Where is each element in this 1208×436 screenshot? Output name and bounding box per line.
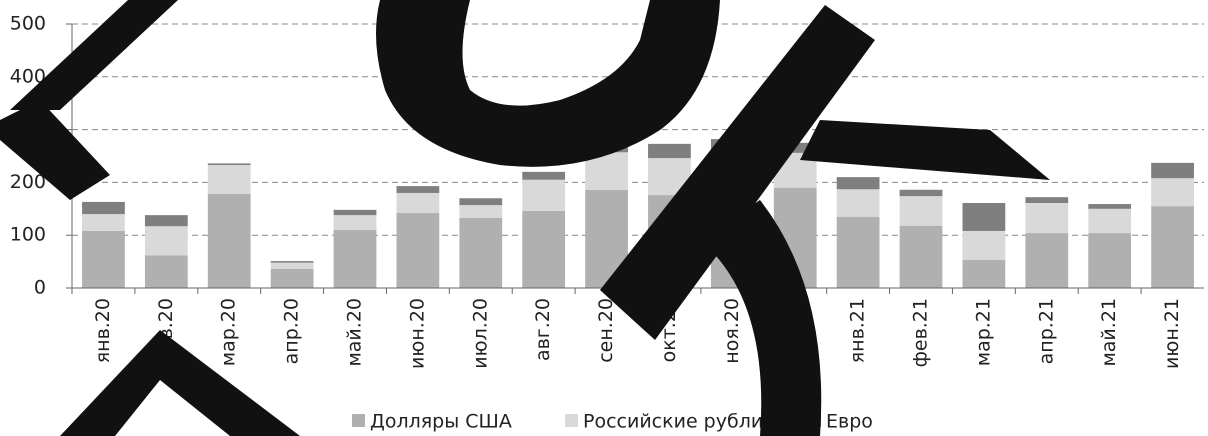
- bar-segment: [144, 215, 188, 227]
- bar-segment: [522, 210, 566, 288]
- legend-label: Долляры США: [370, 411, 512, 433]
- bar-segment: [1151, 178, 1194, 207]
- bar-segment: [82, 230, 125, 288]
- bar-segment: [459, 198, 503, 206]
- legend-swatch: [352, 414, 365, 427]
- plot: 0100200300400500янв.20фев.20мар.20апр.20…: [10, 13, 1204, 369]
- x-tick-label: янв.20: [92, 298, 114, 363]
- x-tick-label: авг.20: [532, 298, 554, 361]
- bar-segment: [1025, 202, 1069, 234]
- bar-segment: [396, 192, 440, 214]
- bar-segment: [899, 196, 943, 226]
- overlay-stroke: [60, 330, 300, 436]
- bar-segment: [333, 209, 377, 216]
- bar-segment: [333, 229, 377, 288]
- x-tick-label: май.20: [344, 298, 366, 367]
- y-tick-label: 200: [10, 171, 46, 193]
- bar-segment: [899, 225, 943, 288]
- y-tick-label: 500: [10, 13, 46, 35]
- bar-segment: [962, 202, 1006, 231]
- bar-segment: [836, 189, 880, 217]
- x-tick-label: янв.21: [847, 298, 869, 363]
- x-tick-label: июн.20: [406, 298, 428, 369]
- bar-segment: [207, 164, 251, 195]
- bar-segment: [82, 214, 125, 231]
- bar-segment: [899, 189, 943, 197]
- legend: Долляры США Российские рубли Евро: [352, 411, 873, 433]
- bar-segment: [1025, 197, 1069, 203]
- x-tick-label: сен.20: [595, 298, 617, 363]
- bar-segment: [836, 216, 880, 288]
- x-tick-label: фев.21: [910, 298, 932, 367]
- overlay-stroke: [700, 200, 822, 436]
- bar-segment: [459, 205, 503, 218]
- bar-segment: [459, 217, 503, 288]
- y-tick-label: 400: [10, 65, 46, 87]
- overlay-stroke: [600, 5, 875, 340]
- x-tick-label: мар.20: [218, 298, 240, 366]
- bar-segment: [333, 215, 377, 230]
- overlay-stroke: [0, 100, 110, 200]
- bar-segment: [270, 268, 314, 288]
- bar-segment: [144, 255, 188, 288]
- bar-segment: [648, 143, 691, 159]
- bar-segment: [522, 179, 566, 211]
- bar-segment: [1151, 206, 1194, 288]
- overlay-stroke: [800, 120, 1050, 180]
- legend-label: Российские рубли: [583, 411, 763, 433]
- bar-segment: [270, 261, 314, 263]
- bar-segment: [270, 262, 314, 269]
- bar-segment: [1025, 233, 1069, 288]
- x-tick-label: май.21: [1098, 298, 1120, 367]
- bar-segment: [82, 201, 125, 215]
- x-tick-label: мар.21: [972, 298, 994, 366]
- bar-segment: [207, 194, 251, 288]
- legend-swatch: [565, 414, 578, 427]
- bar-segment: [962, 260, 1006, 288]
- bar-segment: [962, 230, 1006, 261]
- bar-segment: [396, 186, 440, 193]
- x-tick-label: ноя.20: [721, 298, 743, 364]
- bar-segment: [836, 177, 880, 190]
- bar-segment: [1151, 162, 1194, 179]
- bar-segment: [1088, 233, 1132, 288]
- bar-segment: [1088, 208, 1132, 234]
- legend-label: Евро: [826, 411, 873, 433]
- y-tick-label: 100: [10, 224, 46, 246]
- x-tick-label: апр.20: [281, 298, 303, 364]
- overlay-stroke: [376, 0, 720, 167]
- bar-segment: [1088, 204, 1132, 209]
- bar-segment: [144, 226, 188, 256]
- bar-segment: [396, 213, 440, 288]
- x-tick-label: июн.21: [1161, 298, 1183, 369]
- x-tick-label: апр.21: [1035, 298, 1057, 364]
- x-tick-label: июл.20: [469, 298, 491, 369]
- bar-segment: [207, 163, 251, 165]
- y-tick-label: 0: [34, 277, 46, 299]
- overlay: [0, 0, 1050, 436]
- overlay-stroke: [10, 0, 178, 110]
- bar-segment: [522, 171, 566, 180]
